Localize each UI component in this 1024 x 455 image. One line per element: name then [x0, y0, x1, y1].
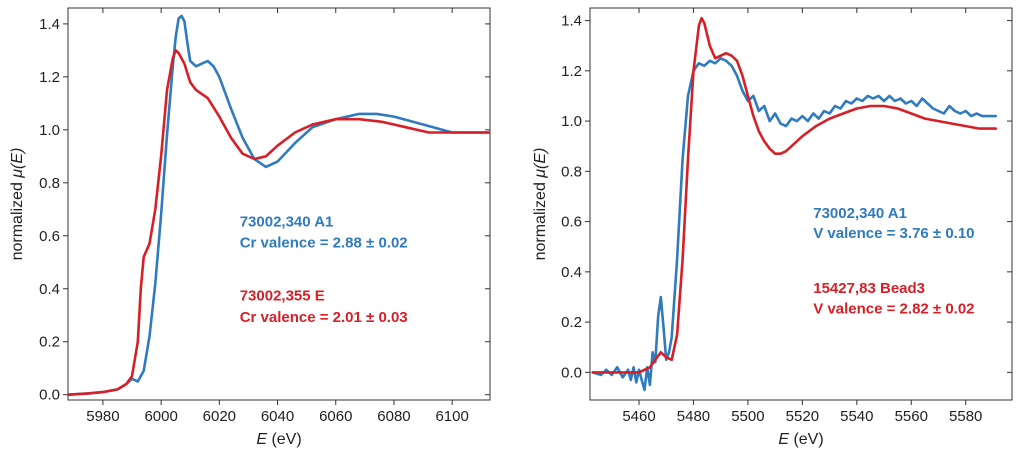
chart-2-y-tick-label: 1.2 — [561, 63, 582, 80]
chart-2-x-tick-label: 5560 — [895, 408, 928, 425]
chart-2-series-red-line — [591, 16, 998, 374]
chart-1-y-tick-label: 1.4 — [39, 16, 60, 33]
chart-2-y-tick-label: 1.4 — [561, 13, 582, 30]
chart-2-x-tick-label: 5580 — [949, 408, 982, 425]
chart-1-y-tick-label: 1.0 — [39, 122, 60, 139]
chart-1-series-blue-line — [68, 14, 490, 397]
chart-2-y-axis-label: normalized μ(E) — [532, 148, 549, 261]
chart-2-y-tick-label: 0.4 — [561, 264, 582, 281]
chart-2-plot-frame — [589, 7, 1013, 401]
chart-1-x-tick-label: 5980 — [86, 408, 119, 425]
chart-2-x-tick-label: 5460 — [622, 408, 655, 425]
chart-1-x-tick-label: 6100 — [435, 408, 468, 425]
chart-2-annotation-4: V valence = 2.82 ± 0.02 — [813, 300, 974, 317]
chart-1-y-tick-label: 0.4 — [39, 281, 60, 298]
chart-1-annotation-1: 73002,340 A1 — [240, 214, 334, 231]
chart-1-y-tick-label: 1.2 — [39, 69, 60, 86]
chart-1-x-axis-label: E (eV) — [256, 431, 301, 448]
chart-2-y-axis-prefix: normalized — [532, 178, 549, 261]
chart-1-y-axis-prefix: normalized — [9, 178, 26, 261]
chart-1-y-axis-label: normalized μ(E) — [9, 148, 26, 261]
chart-1-y-tick-label: 0.2 — [39, 334, 60, 351]
chart-2-x-tick-label: 5480 — [677, 408, 710, 425]
chart-2-y-tick-label: 0.2 — [561, 314, 582, 331]
chart-1-y-tick-label: 0.6 — [39, 228, 60, 245]
chart-2-series-blue-line — [591, 56, 998, 392]
chart-1-x-tick-label: 6060 — [319, 408, 352, 425]
chart-2-y-axis-var: μ(E) — [532, 148, 549, 179]
chart-2-series-group — [591, 16, 998, 392]
chart-2-x-axis-label: E (eV) — [778, 431, 823, 448]
chart-2-group: 5460 5480 5500 5520 5540 5560 5580 0.0 0.2 0.4 0.6… — [532, 7, 1013, 448]
chart-1-x-tick-label: 6040 — [261, 408, 294, 425]
chart-2-annotation-2: V valence = 3.76 ± 0.10 — [813, 225, 974, 242]
chart-2-y-tick-label: 0.6 — [561, 214, 582, 231]
chart-2-x-axis-unit: (eV) — [789, 431, 824, 448]
chart-2-x-tick-label: 5520 — [786, 408, 819, 425]
chart-2-y-tick-label: 1.0 — [561, 113, 582, 130]
chart-2-y-tick-label: 0.0 — [561, 364, 582, 381]
chart-2-x-tick-label: 5540 — [840, 408, 873, 425]
chart-1-annotation-2: Cr valence = 2.88 ± 0.02 — [240, 235, 408, 252]
chart-1-annotation-3: 73002,355 E — [240, 288, 325, 305]
chart-2-x-axis-var: E — [778, 431, 789, 448]
chart-1-y-tick-label: 0.0 — [39, 387, 60, 404]
chart-1-y-tick-label: 0.8 — [39, 175, 60, 192]
chart-2-x-tick-label: 5500 — [731, 408, 764, 425]
chart-1-annotation-4: Cr valence = 2.01 ± 0.03 — [240, 309, 408, 326]
chart-1-x-axis-unit: (eV) — [267, 431, 302, 448]
chart-2-annotation-1: 73002,340 A1 — [813, 205, 907, 222]
chart-1-y-axis-var: μ(E) — [9, 148, 26, 179]
chart-1-x-tick-label: 6000 — [144, 408, 177, 425]
chart-1-group: 5980 6000 6020 6040 6060 6080 6100 0.0 0.2 0.4 0.6… — [9, 7, 491, 448]
chart-2-annotation-3: 15427,83 Bead3 — [813, 280, 925, 297]
chart-2-y-tick-label: 0.8 — [561, 163, 582, 180]
chart-1-x-axis-var: E — [256, 431, 267, 448]
chart-1-plot-frame — [67, 7, 491, 401]
chart-1-x-tick-label: 6080 — [377, 408, 410, 425]
chart-1-x-tick-label: 6020 — [203, 408, 236, 425]
chart-1-series-group — [68, 14, 490, 397]
chart-1-series-red-line — [68, 49, 490, 397]
